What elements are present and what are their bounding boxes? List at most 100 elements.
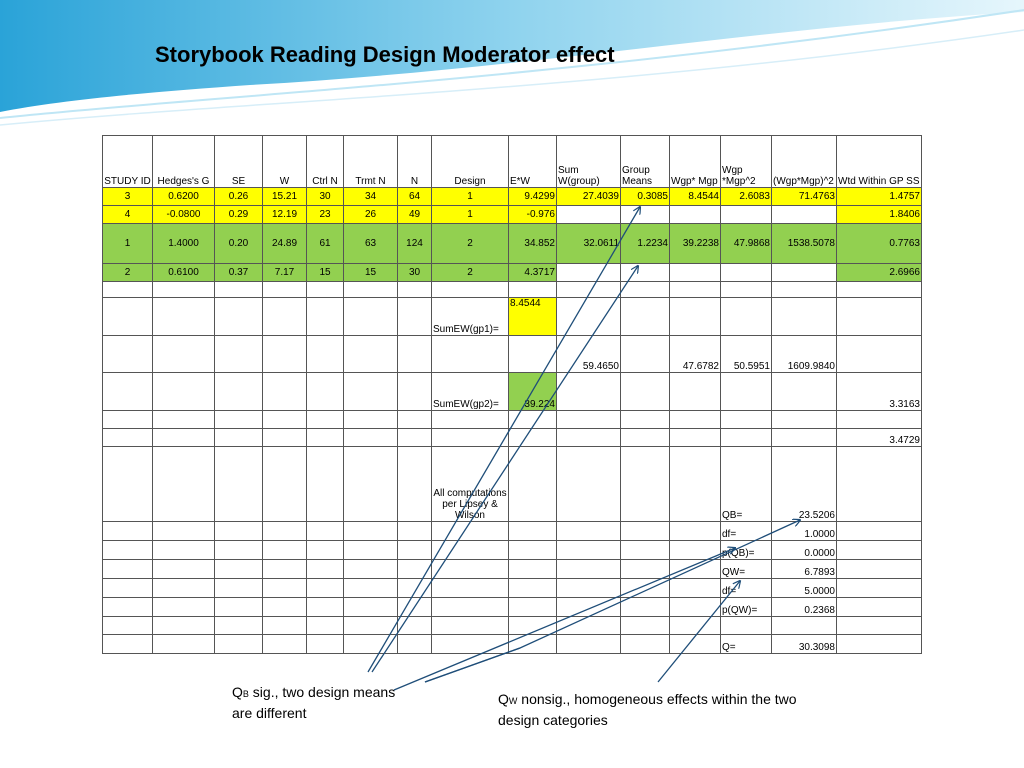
stat-df2-value: 5.0000 — [771, 578, 837, 598]
cell-se: 0.29 — [214, 205, 263, 224]
cell-study-id: 3 — [102, 187, 153, 206]
cell-ctrl-n: 15 — [306, 263, 344, 282]
cell-ctrl-n: 23 — [306, 205, 344, 224]
moderator-table: STUDY ID Hedges's G SE W Ctrl N Trmt N N… — [102, 135, 922, 654]
qw-q-letter: Q — [498, 691, 509, 707]
cell-group-mean: 0.3085 — [620, 187, 670, 206]
cell-wtd-ss: 0.7763 — [836, 223, 922, 264]
stat-row: p(QW)= 0.2368 — [102, 597, 922, 617]
cell-wgp-mgp: 8.4544 — [669, 187, 721, 206]
totals-row: 59.4650 47.6782 50.5951 1609.9840 — [102, 335, 922, 373]
cell-design: 2 — [431, 263, 509, 282]
cell-study-id: 1 — [102, 223, 153, 264]
sum-gp2-row: SumEW(gp2)= 39.224 3.3163 — [102, 372, 922, 411]
cell-wgp-mgp-sq: 71.4763 — [771, 187, 837, 206]
cell-design: 1 — [431, 187, 509, 206]
cell-study-id: 2 — [102, 263, 153, 282]
header-wgp-mgp2: Wgp *Mgp^2 — [720, 135, 772, 188]
cell-design: 1 — [431, 205, 509, 224]
cell-n: 64 — [397, 187, 432, 206]
stat-df1-value: 1.0000 — [771, 521, 837, 541]
table-row: 1 1.4000 0.20 24.89 61 63 124 2 34.852 3… — [102, 223, 922, 264]
stat-qb-value: 23.5206 — [771, 446, 837, 522]
cell-hedges-g: 0.6200 — [152, 187, 215, 206]
table-header-row: STUDY ID Hedges's G SE W Ctrl N Trmt N N… — [102, 135, 922, 188]
cell-ew: 9.4299 — [508, 187, 557, 206]
cell-design: 2 — [431, 223, 509, 264]
cell-w: 15.21 — [262, 187, 307, 206]
cell-n: 49 — [397, 205, 432, 224]
cell-wtd-ss: 2.6966 — [836, 263, 922, 282]
header-sum-w-group: Sum W(group) — [556, 135, 621, 188]
cell-se: 0.20 — [214, 223, 263, 264]
stat-row: QW= 6.7893 — [102, 559, 922, 579]
note-qb-row: All computations per Lipsey & Wilson QB=… — [102, 446, 922, 522]
header-trmt-n: Trmt N — [343, 135, 398, 188]
cell-wgp-mgp2: 2.6083 — [720, 187, 772, 206]
header-swoosh-decoration — [0, 0, 1024, 126]
qw-subscript: W — [508, 696, 518, 706]
qw-text: nonsig., homogeneous effects within the … — [498, 691, 797, 728]
cell-trmt-n: 26 — [343, 205, 398, 224]
sum-gp2-ss: 3.3163 — [836, 372, 922, 411]
cell-trmt-n: 34 — [343, 187, 398, 206]
stat-q-value: 30.3098 — [771, 634, 837, 654]
cell-wtd-ss: 1.4757 — [836, 187, 922, 206]
table-row: 3 0.6200 0.26 15.21 30 34 64 1 9.4299 27… — [102, 187, 922, 206]
ss-total-row: 3.4729 — [102, 428, 922, 447]
header-ew: E*W — [508, 135, 557, 188]
q-row: Q= 30.3098 — [102, 634, 922, 654]
blank-row — [102, 281, 922, 298]
cell-hedges-g: 1.4000 — [152, 223, 215, 264]
cell-sum-w-group: 32.0611 — [556, 223, 621, 264]
table-row: 4 -0.0800 0.29 12.19 23 26 49 1 -0.976 1… — [102, 205, 922, 224]
qb-annotation: QB sig., two design means are different — [232, 683, 402, 723]
cell-ew: -0.976 — [508, 205, 557, 224]
blank-row — [102, 616, 922, 635]
table-row: 2 0.6100 0.37 7.17 15 15 30 2 4.3717 2.6… — [102, 263, 922, 282]
header-ctrl-n: Ctrl N — [306, 135, 344, 188]
header-n: N — [397, 135, 432, 188]
cell-sum-w-group: 27.4039 — [556, 187, 621, 206]
total-sum-w: 59.4650 — [556, 335, 621, 373]
stat-row: df= 1.0000 — [102, 521, 922, 541]
stat-qw-value: 6.7893 — [771, 559, 837, 579]
cell-study-id: 4 — [102, 205, 153, 224]
total-wgp-mgp2: 50.5951 — [720, 335, 772, 373]
stat-pqb-label: p(QB)= — [720, 540, 772, 560]
stat-pqw-value: 0.2368 — [771, 597, 837, 617]
header-study-id: STUDY ID — [102, 135, 153, 188]
cell-ew: 34.852 — [508, 223, 557, 264]
cell-hedges-g: 0.6100 — [152, 263, 215, 282]
stat-row: df= 5.0000 — [102, 578, 922, 598]
header-wtd-within-ss: Wtd Within GP SS — [836, 135, 922, 188]
qb-subscript: B — [242, 689, 249, 699]
sum-gp1-label: SumEW(gp1)= — [431, 297, 509, 336]
sum-gp1-row: SumEW(gp1)= 8.4544 — [102, 297, 922, 336]
cell-ctrl-n: 30 — [306, 187, 344, 206]
header-se: SE — [214, 135, 263, 188]
stat-df1-label: df= — [720, 521, 772, 541]
cell-ew: 4.3717 — [508, 263, 557, 282]
cell-w: 12.19 — [262, 205, 307, 224]
computation-note: All computations per Lipsey & Wilson — [431, 446, 509, 522]
cell-wgp-mgp: 39.2238 — [669, 223, 721, 264]
header-group-means: Group Means — [620, 135, 670, 188]
sum-gp1-value: 8.4544 — [508, 297, 557, 336]
cell-hedges-g: -0.0800 — [152, 205, 215, 224]
qw-annotation: QW nonsig., homogeneous effects within t… — [498, 690, 818, 730]
stat-pqw-label: p(QW)= — [720, 597, 772, 617]
header-wgp-mgp-sq: (Wgp*Mgp)^2 — [771, 135, 837, 188]
header-design: Design — [431, 135, 509, 188]
sum-gp2-value: 39.224 — [508, 372, 557, 411]
stat-row: p(QB)= 0.0000 — [102, 540, 922, 560]
slide-title: Storybook Reading Design Moderator effec… — [155, 42, 615, 67]
blank-row — [102, 410, 922, 429]
header-wgp-mgp: Wgp* Mgp — [669, 135, 721, 188]
cell-wgp-mgp2: 47.9868 — [720, 223, 772, 264]
cell-wgp-mgp-sq: 1538.5078 — [771, 223, 837, 264]
total-wgp-mgp-sq: 1609.9840 — [771, 335, 837, 373]
header-hedges-g: Hedges's G — [152, 135, 215, 188]
stat-qw-label: QW= — [720, 559, 772, 579]
stat-qb-label: QB= — [720, 446, 772, 522]
